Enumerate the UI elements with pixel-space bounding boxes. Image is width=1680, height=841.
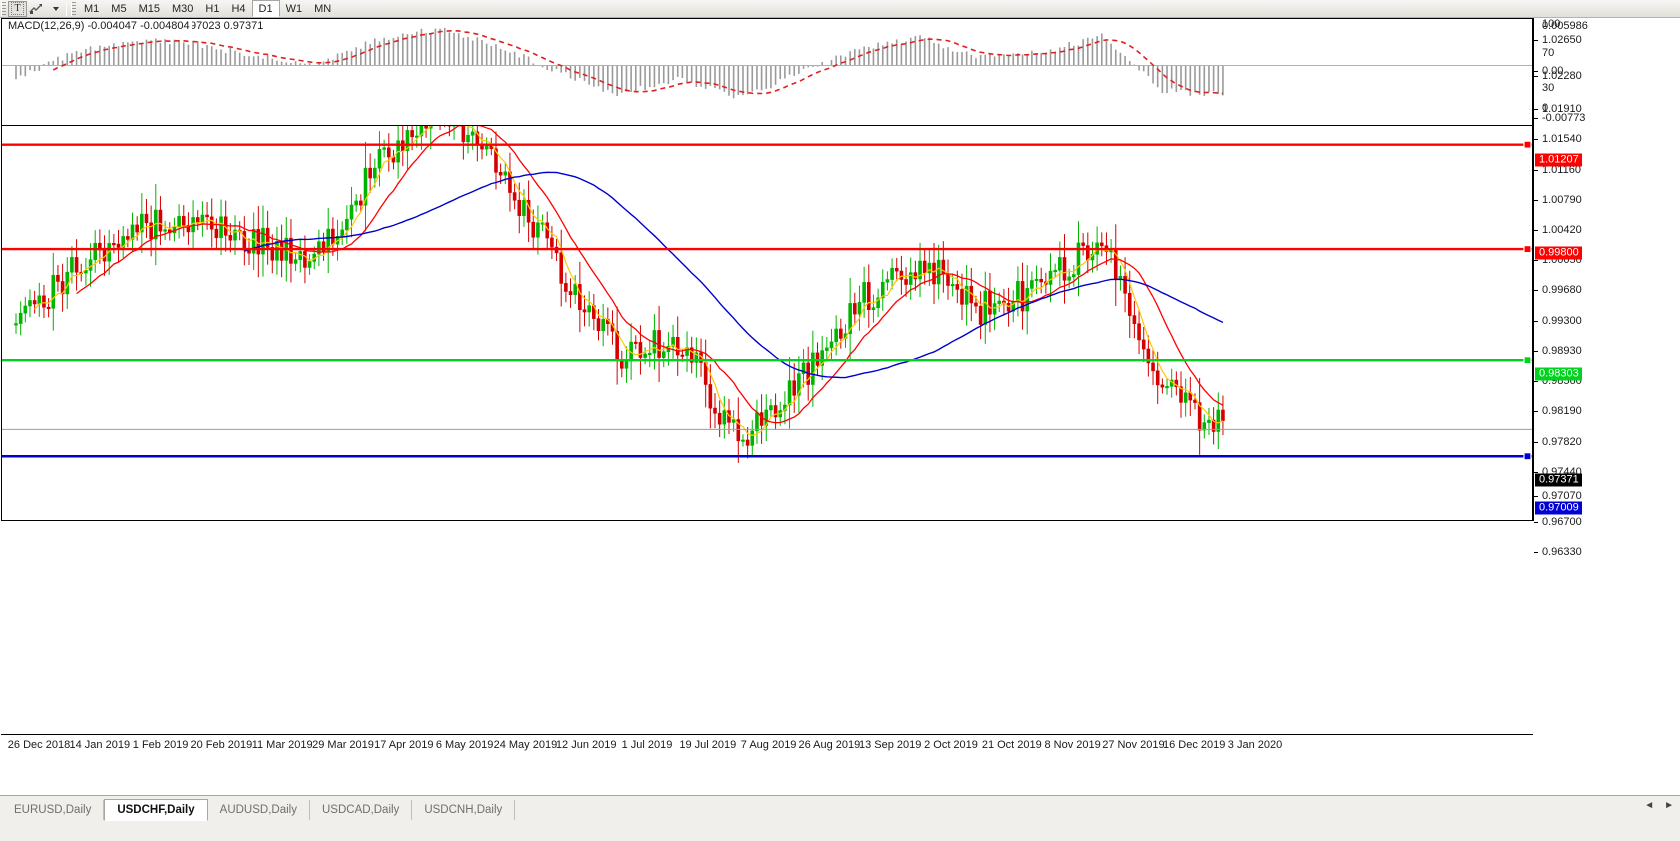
macd-scale[interactable]: 0.005986 0.00 -0.00773 (1533, 18, 1680, 126)
price-level-badge[interactable]: 1.01207 (1535, 153, 1582, 167)
macd-tick: 0.00 (1534, 65, 1563, 77)
period-m30[interactable]: M30 (171, 2, 194, 15)
price-tick: 0.96700 (1534, 516, 1582, 528)
date-tick-label: 26 Dec 2018 (7, 739, 71, 751)
tab-prev-icon[interactable]: ◄ (1644, 800, 1655, 811)
date-tick-label: 13 Sep 2019 (858, 739, 922, 751)
rsi-tick: 70 (1542, 47, 1555, 59)
period-mn[interactable]: MN (314, 2, 332, 15)
period-m1[interactable]: M1 (84, 2, 100, 15)
period-d1[interactable]: D1 (251, 0, 280, 17)
chart-tab-eurusd[interactable]: EURUSD,Daily (2, 800, 105, 820)
price-level-badge[interactable]: 0.97009 (1535, 501, 1582, 515)
price-level-badge[interactable]: 0.99800 (1535, 246, 1582, 260)
macd-pane-label: MACD(12,26,9) -0.004047 -0.004804 (6, 20, 192, 32)
period-m5[interactable]: M5 (111, 2, 127, 15)
date-tick-label: 2 Oct 2019 (924, 739, 978, 751)
chart-tab-audusd[interactable]: AUDUSD,Daily (208, 800, 310, 820)
price-tick: 1.01160 (1534, 164, 1581, 176)
price-tick: 0.98190 (1534, 405, 1582, 417)
date-tick-label: 21 Oct 2019 (981, 739, 1042, 751)
chart-tab-usdchf[interactable]: USDCHF,Daily (104, 799, 208, 821)
price-tick: 1.01540 (1534, 133, 1582, 145)
date-tick-label: 14 Jan 2019 (69, 739, 131, 751)
main-toolbar: T M1 M5 M15 M30 H1 H4 D1 W1 MN (0, 0, 1680, 18)
macd-pane[interactable]: MACD(12,26,9) -0.004047 -0.004804 (1, 18, 1533, 126)
macd-chart-svg (2, 27, 1532, 99)
date-tick-label: 1 Jul 2019 (621, 739, 673, 751)
price-level-badge[interactable]: 0.97371 (1535, 473, 1582, 487)
date-tick-label: 24 May 2019 (493, 739, 558, 751)
indicators-dropdown-button[interactable] (45, 1, 63, 17)
chart-tab-usdcad[interactable]: USDCAD,Daily (310, 800, 413, 820)
price-tick: 1.00790 (1534, 194, 1582, 206)
chevron-down-icon (52, 6, 59, 11)
price-tick: 0.97820 (1534, 436, 1582, 448)
date-tick-label: 12 Jun 2019 (555, 739, 617, 751)
date-tick-label: 3 Jan 2020 (1227, 739, 1283, 751)
chart-area[interactable]: •••• USDCHF,Daily 0.97023 0.97389 0.9702… (0, 18, 1680, 795)
price-scale[interactable]: 1.02650 1.02280 1.01910 1.01540 1.01160 1.007… (1533, 18, 1680, 558)
rsi-tick: 0 (1542, 102, 1549, 114)
price-tick: 0.96330 (1534, 546, 1582, 558)
price-tick: 1.00420 (1534, 224, 1582, 236)
macd-tick: -0.00773 (1534, 112, 1585, 124)
period-toolbar-grip[interactable] (71, 1, 76, 16)
price-tick: 0.99680 (1534, 284, 1582, 296)
period-w1[interactable]: W1 (285, 2, 303, 15)
date-tick-label: 11 Mar 2019 (251, 739, 313, 751)
indicators-button[interactable] (27, 1, 45, 17)
date-tick-label: 17 Apr 2019 (374, 739, 434, 751)
rsi-tick: 30 (1542, 82, 1555, 94)
period-h1[interactable]: H1 (205, 2, 220, 15)
date-tick-label: 27 Nov 2019 (1102, 739, 1165, 751)
text-tool-button[interactable]: T (8, 0, 27, 17)
toolbar-grip[interactable] (1, 1, 6, 16)
date-tick-label: 19 Jul 2019 (679, 739, 737, 751)
macd-tick: 0.005986 (1542, 20, 1588, 32)
price-tick: 1.02280 (1534, 70, 1582, 82)
date-tick-label: 6 May 2019 (435, 739, 494, 751)
price-tick: 0.99300 (1534, 315, 1582, 327)
price-tick: 0.97070 (1534, 490, 1582, 502)
price-tick: 1.01910 (1534, 103, 1582, 115)
date-tick-label: 26 Aug 2019 (798, 739, 861, 751)
date-tick-label: 16 Dec 2019 (1162, 739, 1226, 751)
chart-tabbar: EURUSD,Daily USDCHF,Daily AUDUSD,Daily USDC… (0, 795, 1680, 841)
tab-nav[interactable]: ◄ ► (1644, 800, 1674, 811)
rsi-tick: 100 (1542, 18, 1561, 30)
date-axis[interactable]: 26 Dec 2018 14 Jan 2019 1 Feb 2019 20 Feb 2… (1, 734, 1533, 756)
indicators-icon (29, 3, 42, 14)
period-m15[interactable]: M15 (138, 2, 160, 15)
date-tick-label: 8 Nov 2019 (1044, 739, 1101, 751)
date-tick-label: 7 Aug 2019 (740, 739, 797, 751)
date-tick-label: 20 Feb 2019 (190, 739, 253, 751)
price-tick: 1.02650 (1534, 34, 1582, 46)
date-tick-label: 29 Mar 2019 (312, 739, 374, 751)
tab-next-icon[interactable]: ► (1664, 800, 1674, 811)
toolbar-separator (66, 1, 67, 16)
price-tick: 0.98930 (1534, 345, 1582, 357)
date-tick-label: 1 Feb 2019 (132, 739, 189, 751)
chart-tab-usdcnh[interactable]: USDCNH,Daily (412, 800, 516, 820)
period-h4[interactable]: H4 (231, 2, 246, 15)
text-tool-icon: T (11, 2, 24, 15)
price-level-badge[interactable]: 0.98303 (1535, 367, 1582, 381)
chart-tabs[interactable]: EURUSD,Daily USDCHF,Daily AUDUSD,Daily USDC… (2, 798, 516, 821)
